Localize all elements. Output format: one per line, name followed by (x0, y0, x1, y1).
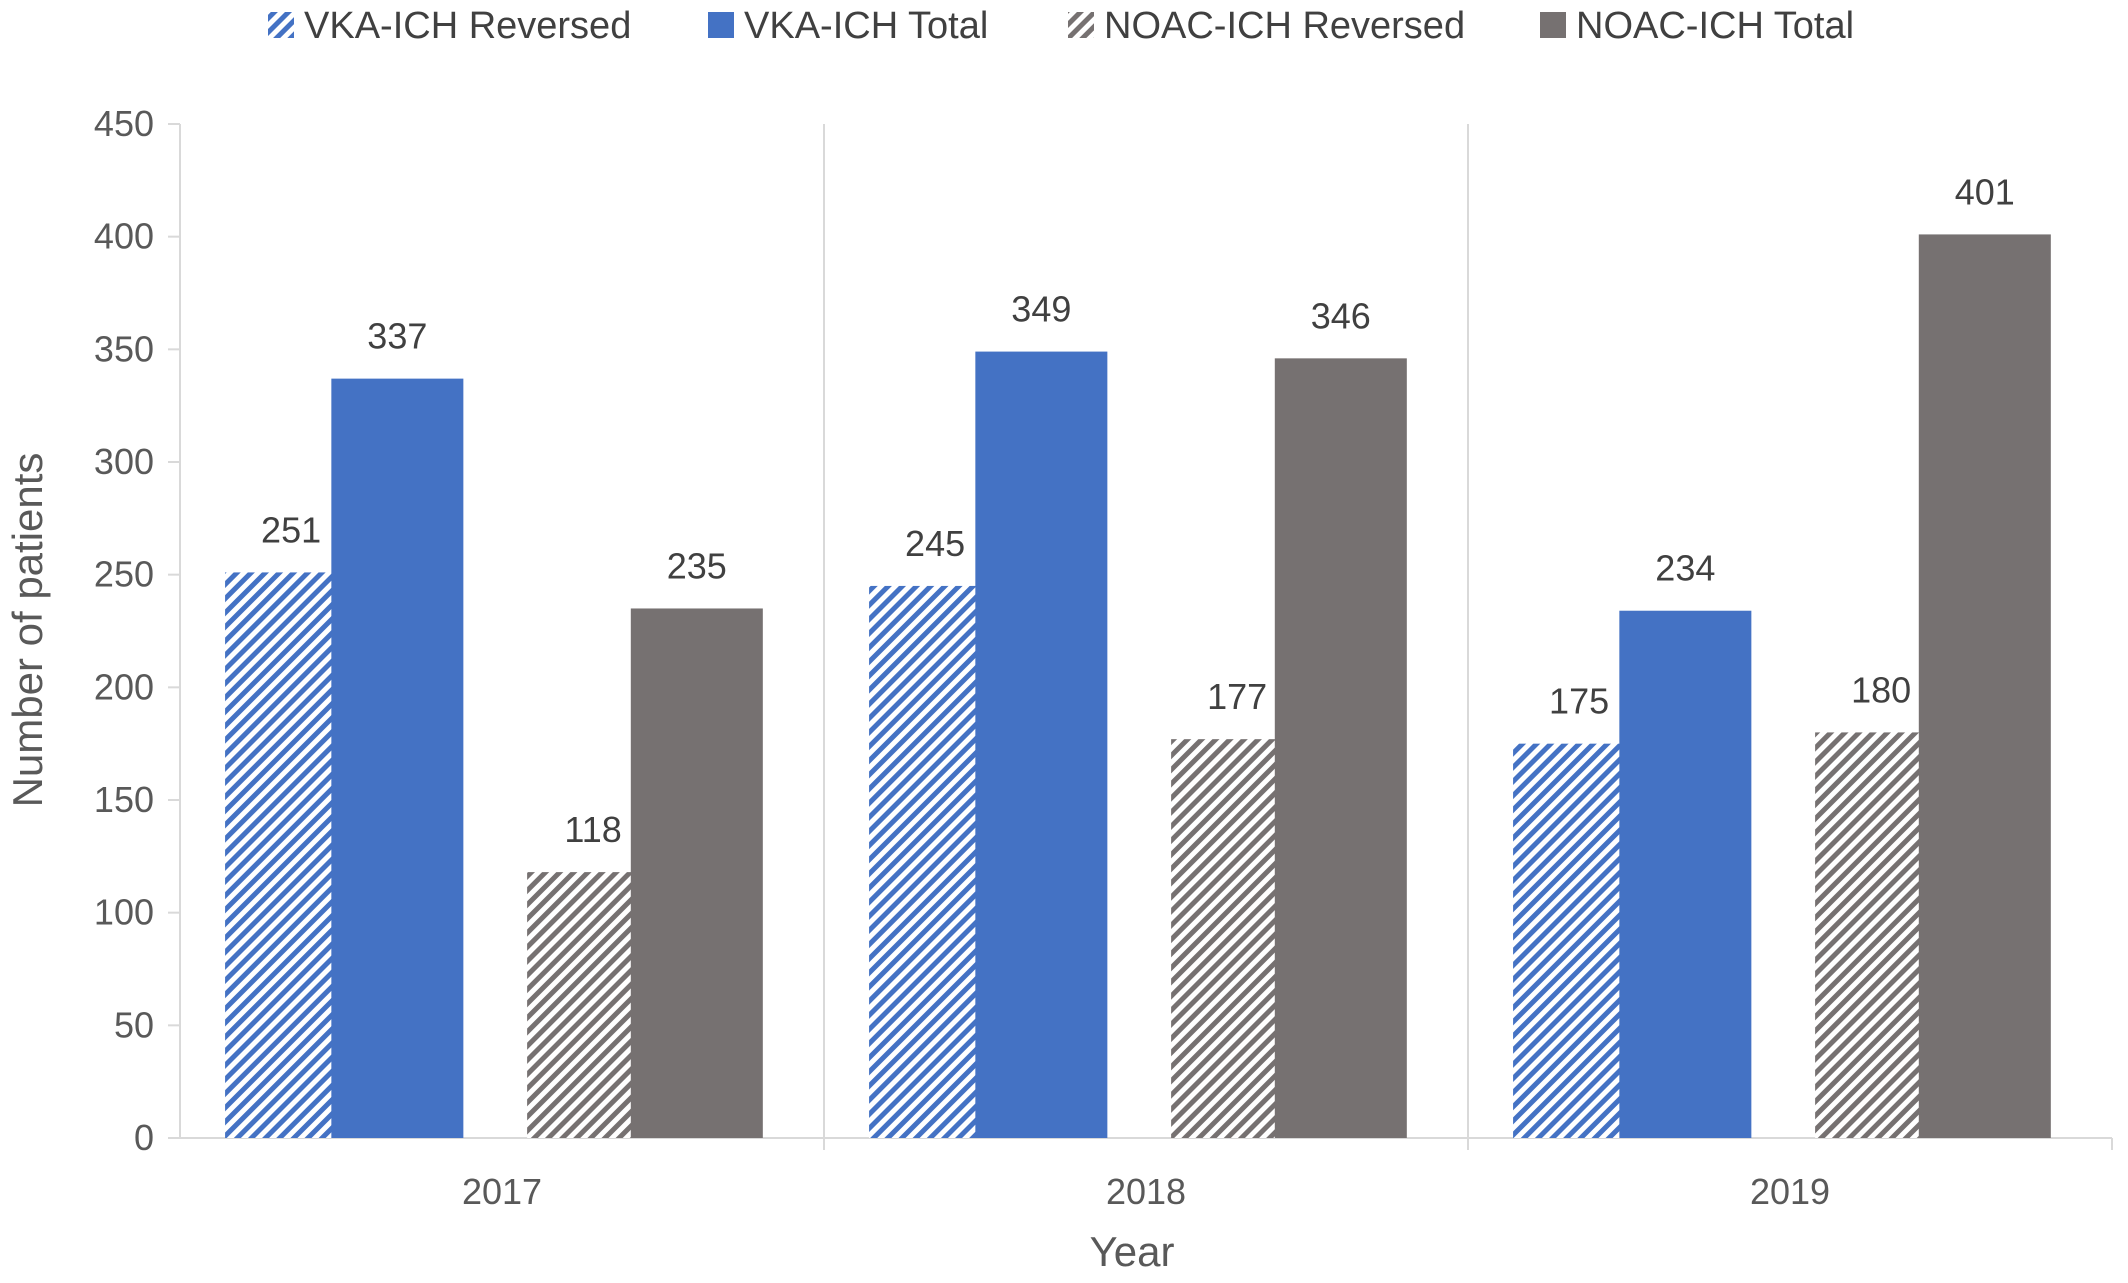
data-label: 245 (905, 523, 965, 564)
data-label: 401 (1955, 171, 2015, 212)
x-axis-title: Year (1090, 1228, 1175, 1275)
bar (1274, 358, 1407, 1138)
y-tick-label: 350 (94, 328, 154, 369)
y-tick-label: 100 (94, 892, 154, 933)
y-tick-label: 150 (94, 779, 154, 820)
y-tick-label: 450 (94, 103, 154, 144)
y-tick-label: 0 (134, 1117, 154, 1158)
data-label: 251 (261, 509, 321, 550)
bar (630, 608, 763, 1138)
x-tick-label: 2017 (462, 1171, 542, 1212)
bar (331, 378, 464, 1138)
data-label: 349 (1011, 289, 1071, 330)
legend: VKA-ICH Reversed VKA-ICH Total NOAC-ICH Re… (268, 5, 1854, 47)
x-tick-label: 2018 (1106, 1171, 1186, 1212)
data-label: 235 (667, 545, 727, 586)
y-axis-title: Number of patients (4, 453, 51, 808)
bar (1619, 610, 1752, 1138)
x-tick-label: 2019 (1750, 1171, 1830, 1212)
bars (225, 234, 2051, 1138)
legend-swatch (268, 12, 294, 38)
data-labels: 251 337 118 235 245 349 177 346 175 234 180 401 (261, 171, 2015, 850)
legend-swatch (1540, 12, 1566, 38)
y-tick-label: 250 (94, 554, 154, 595)
y-tick-label: 50 (114, 1004, 154, 1045)
axes: 0 50 100 150 200 250 300 350 400 450 2017 2018 2019 (94, 103, 2113, 1212)
legend-swatch (1068, 12, 1094, 38)
data-label: 337 (367, 316, 427, 357)
legend-label: NOAC-ICH Reversed (1104, 5, 1465, 47)
y-tick-label: 300 (94, 441, 154, 482)
legend-label: NOAC-ICH Total (1576, 5, 1854, 47)
data-label: 175 (1549, 681, 1609, 722)
legend-label: VKA-ICH Total (744, 5, 988, 47)
data-label: 234 (1655, 548, 1715, 589)
data-label: 118 (564, 809, 621, 850)
data-label: 177 (1207, 676, 1267, 717)
y-tick-label: 200 (94, 666, 154, 707)
data-label: 180 (1851, 669, 1911, 710)
data-label: 346 (1311, 295, 1371, 336)
y-tick-label: 400 (94, 216, 154, 257)
legend-label: VKA-ICH Reversed (304, 5, 631, 47)
legend-swatch (708, 12, 734, 38)
bar (975, 351, 1108, 1138)
bar (1918, 234, 2051, 1138)
